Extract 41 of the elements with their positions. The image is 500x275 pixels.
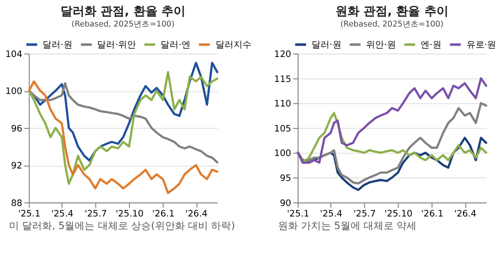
x-tick-label: '25.1 xyxy=(286,210,310,220)
y-tick-label: 95 xyxy=(280,174,292,184)
y-tick-label: 105 xyxy=(274,124,292,134)
line-series xyxy=(28,82,218,164)
line-series xyxy=(296,77,488,164)
legend-label: 달러·위안 xyxy=(97,40,136,51)
legend-label: 엔·원 xyxy=(420,40,442,51)
y-tick-label: 100 xyxy=(274,149,292,160)
y-tick-label: 104 xyxy=(5,50,23,60)
chart-title: 달러화 관점, 환율 추이 xyxy=(60,4,186,18)
line-series xyxy=(296,102,488,185)
x-tick-label: '25.4 xyxy=(320,210,343,220)
text: 원화 가치는 5월에 대체로 약세 xyxy=(278,221,417,232)
legend-label: 위안·원 xyxy=(366,40,396,51)
y-tick-label: 92 xyxy=(10,162,22,172)
legend-label: 유로·원 xyxy=(466,40,496,51)
y-tick-label: 110 xyxy=(274,100,292,110)
x-tick-label: '25.10 xyxy=(384,210,413,220)
legend-label: 달러지수 xyxy=(215,40,252,51)
x-tick-label: '25.10 xyxy=(116,210,144,220)
x-tick-label: '25.4 xyxy=(51,210,74,220)
y-tick-label: 90 xyxy=(280,198,292,209)
x-tick-label: '26.1 xyxy=(152,210,175,220)
y-tick-label: 120 xyxy=(274,50,292,60)
y-tick-label: 100 xyxy=(5,87,23,98)
x-tick-label: '26.1 xyxy=(421,210,444,220)
x-tick-label: '25.7 xyxy=(84,210,107,220)
x-tick-label: '25.1 xyxy=(18,210,40,220)
text: 미 달러화, 5월에는 대체로 상승(위안화 대비 하락) xyxy=(8,221,236,232)
legend-label: 달러·원 xyxy=(312,40,342,51)
chart-subtitle: (Rebased, 2025년초=100) xyxy=(71,20,175,29)
x-tick-label: '25.7 xyxy=(353,210,376,220)
y-tick-label: 96 xyxy=(10,124,23,134)
chart-subtitle: (Rebased, 2025년초=100) xyxy=(340,20,444,29)
y-tick-label: 115 xyxy=(274,74,292,85)
x-tick-label: '26.4 xyxy=(185,210,208,220)
chart-title: 원화 관점, 환율 추이 xyxy=(335,4,448,18)
legend-label: 달러·엔 xyxy=(160,40,191,51)
x-tick-label: '26.4 xyxy=(454,210,477,220)
y-tick-label: 88 xyxy=(10,198,23,209)
legend-label: 달러·원 xyxy=(42,40,72,51)
